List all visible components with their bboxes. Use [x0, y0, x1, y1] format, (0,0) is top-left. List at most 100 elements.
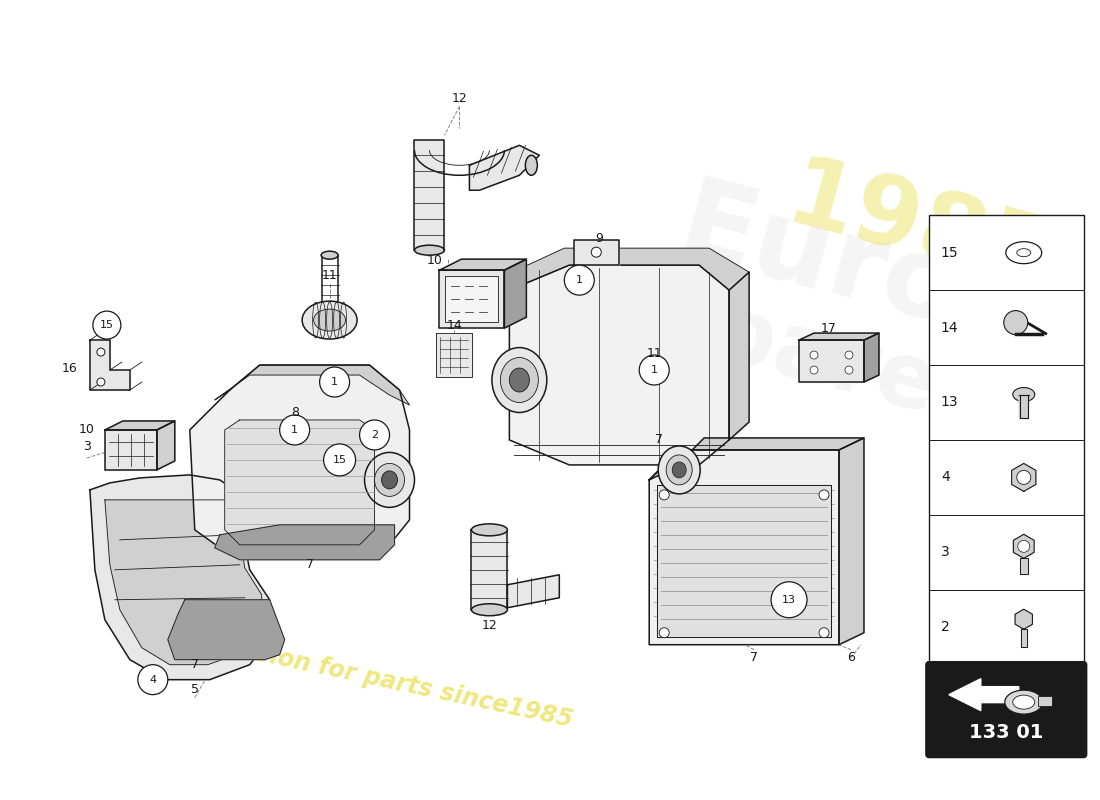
Circle shape	[323, 444, 355, 476]
Polygon shape	[649, 450, 839, 645]
Text: 10: 10	[427, 254, 442, 266]
Text: 16: 16	[62, 362, 78, 374]
Ellipse shape	[321, 251, 338, 259]
Polygon shape	[470, 146, 539, 190]
Text: 13: 13	[940, 395, 958, 410]
Text: 14: 14	[447, 318, 462, 331]
Polygon shape	[799, 340, 864, 382]
Text: 3: 3	[940, 546, 949, 559]
Circle shape	[639, 355, 669, 385]
Polygon shape	[509, 265, 729, 465]
Polygon shape	[1015, 610, 1033, 630]
Text: Euro: Euro	[667, 171, 971, 349]
Polygon shape	[104, 500, 262, 665]
Circle shape	[1018, 540, 1030, 552]
Circle shape	[820, 490, 829, 500]
Circle shape	[659, 490, 669, 500]
Text: 7: 7	[750, 651, 758, 664]
Text: 11: 11	[321, 269, 338, 282]
Polygon shape	[657, 485, 830, 637]
Text: 1: 1	[575, 275, 583, 285]
Polygon shape	[157, 421, 175, 470]
Polygon shape	[104, 430, 157, 470]
Circle shape	[592, 247, 602, 257]
Polygon shape	[864, 333, 879, 382]
Text: 7: 7	[656, 434, 663, 446]
Text: 2: 2	[940, 620, 949, 634]
Text: 1: 1	[292, 425, 298, 435]
Text: 5: 5	[190, 683, 199, 696]
Circle shape	[1016, 470, 1031, 484]
Polygon shape	[574, 240, 619, 265]
Circle shape	[97, 378, 104, 386]
Polygon shape	[440, 259, 527, 270]
Polygon shape	[1019, 394, 1028, 418]
Text: 15: 15	[940, 246, 958, 260]
FancyBboxPatch shape	[926, 662, 1087, 758]
Text: 1: 1	[331, 377, 338, 387]
Circle shape	[97, 348, 104, 356]
Polygon shape	[507, 574, 559, 608]
Ellipse shape	[374, 463, 405, 496]
Text: 15: 15	[332, 455, 346, 465]
Ellipse shape	[1004, 690, 1043, 714]
Polygon shape	[168, 600, 285, 660]
Ellipse shape	[526, 155, 538, 175]
Ellipse shape	[1005, 242, 1042, 264]
Polygon shape	[505, 259, 527, 328]
Text: 12: 12	[452, 92, 468, 105]
Circle shape	[845, 366, 853, 374]
Polygon shape	[104, 421, 175, 430]
Text: 14: 14	[940, 321, 958, 334]
Ellipse shape	[472, 604, 507, 616]
Ellipse shape	[492, 347, 547, 413]
Text: 13: 13	[782, 594, 796, 605]
Ellipse shape	[509, 368, 529, 392]
Circle shape	[810, 366, 818, 374]
Polygon shape	[446, 276, 498, 322]
Ellipse shape	[302, 301, 358, 339]
Polygon shape	[649, 438, 864, 480]
Text: 7: 7	[306, 558, 313, 571]
Ellipse shape	[314, 309, 345, 331]
Ellipse shape	[667, 455, 692, 485]
Ellipse shape	[415, 245, 444, 255]
Circle shape	[138, 665, 168, 694]
Text: 6: 6	[847, 651, 855, 664]
Ellipse shape	[1016, 249, 1031, 257]
Polygon shape	[415, 140, 444, 250]
Polygon shape	[729, 272, 749, 440]
Polygon shape	[472, 530, 507, 610]
Polygon shape	[1021, 630, 1026, 647]
Polygon shape	[499, 248, 749, 290]
Text: a passion for parts since1985: a passion for parts since1985	[184, 627, 575, 733]
Polygon shape	[799, 333, 879, 340]
Ellipse shape	[472, 524, 507, 536]
Text: Spares: Spares	[639, 272, 1000, 448]
Polygon shape	[90, 340, 130, 390]
Circle shape	[564, 265, 594, 295]
Text: 15: 15	[100, 320, 114, 330]
Text: 7: 7	[190, 658, 199, 671]
Circle shape	[320, 367, 350, 397]
Text: 9: 9	[595, 232, 603, 245]
Circle shape	[360, 420, 389, 450]
Polygon shape	[214, 365, 409, 405]
Text: 133 01: 133 01	[969, 723, 1044, 742]
Polygon shape	[90, 475, 270, 680]
Ellipse shape	[500, 358, 538, 402]
Polygon shape	[214, 525, 395, 560]
Ellipse shape	[1013, 387, 1035, 402]
Polygon shape	[440, 270, 505, 328]
Ellipse shape	[658, 446, 701, 494]
Polygon shape	[949, 678, 1019, 710]
Text: 2: 2	[371, 430, 378, 440]
Text: 4: 4	[150, 674, 156, 685]
Circle shape	[1004, 310, 1027, 334]
Circle shape	[92, 311, 121, 339]
Circle shape	[810, 351, 818, 359]
Ellipse shape	[1013, 695, 1035, 709]
Ellipse shape	[382, 471, 397, 489]
Text: 11: 11	[647, 346, 662, 359]
Ellipse shape	[364, 453, 415, 507]
